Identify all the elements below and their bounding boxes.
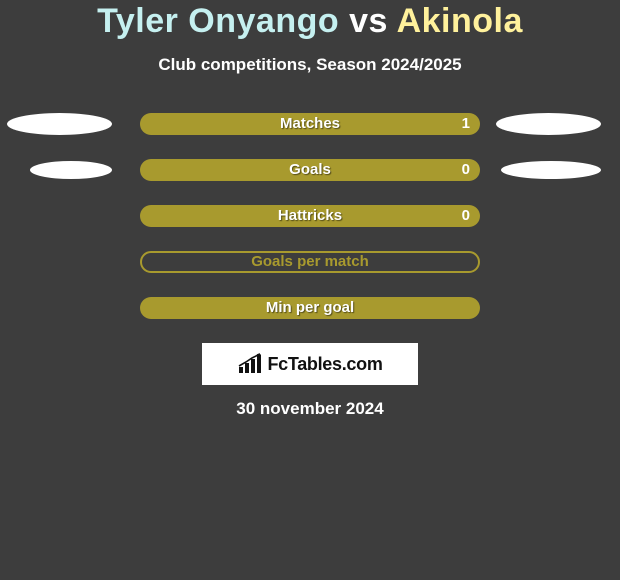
player1-marker xyxy=(7,113,112,135)
stat-label: Matches xyxy=(140,113,480,135)
player1-name: Tyler Onyango xyxy=(97,2,339,40)
stat-label: Min per goal xyxy=(140,297,480,319)
stat-bar: Min per goal xyxy=(140,297,480,319)
date-line: 30 november 2024 xyxy=(0,399,620,419)
stat-row: Matches1 xyxy=(0,113,620,135)
stat-bar: Goals per match xyxy=(140,251,480,273)
logo-text: FcTables.com xyxy=(267,354,382,375)
stat-bar: Matches1 xyxy=(140,113,480,135)
stat-rows: Matches1Goals0Hattricks0Goals per matchM… xyxy=(0,113,620,319)
stat-label: Goals per match xyxy=(142,251,478,273)
infographic-root: Tyler Onyango vs Akinola Club competitio… xyxy=(0,0,620,419)
stat-row: Min per goal xyxy=(0,297,620,319)
player2-name: Akinola xyxy=(397,2,523,40)
bars-icon xyxy=(237,353,265,375)
player1-marker xyxy=(30,161,112,179)
stat-value-right: 0 xyxy=(462,205,470,227)
vs-text: vs xyxy=(349,2,388,40)
stat-label: Goals xyxy=(140,159,480,181)
logo-inner: FcTables.com xyxy=(237,353,382,375)
stat-row: Goals0 xyxy=(0,159,620,181)
stat-label: Hattricks xyxy=(140,205,480,227)
logo-box: FcTables.com xyxy=(202,343,418,385)
subtitle: Club competitions, Season 2024/2025 xyxy=(0,55,620,75)
stat-value-right: 0 xyxy=(462,159,470,181)
page-title: Tyler Onyango vs Akinola xyxy=(0,2,620,41)
stat-bar: Hattricks0 xyxy=(140,205,480,227)
player2-marker xyxy=(496,113,601,135)
stat-row: Hattricks0 xyxy=(0,205,620,227)
stat-value-right: 1 xyxy=(462,113,470,135)
stat-bar: Goals0 xyxy=(140,159,480,181)
player2-marker xyxy=(501,161,601,179)
stat-row: Goals per match xyxy=(0,251,620,273)
